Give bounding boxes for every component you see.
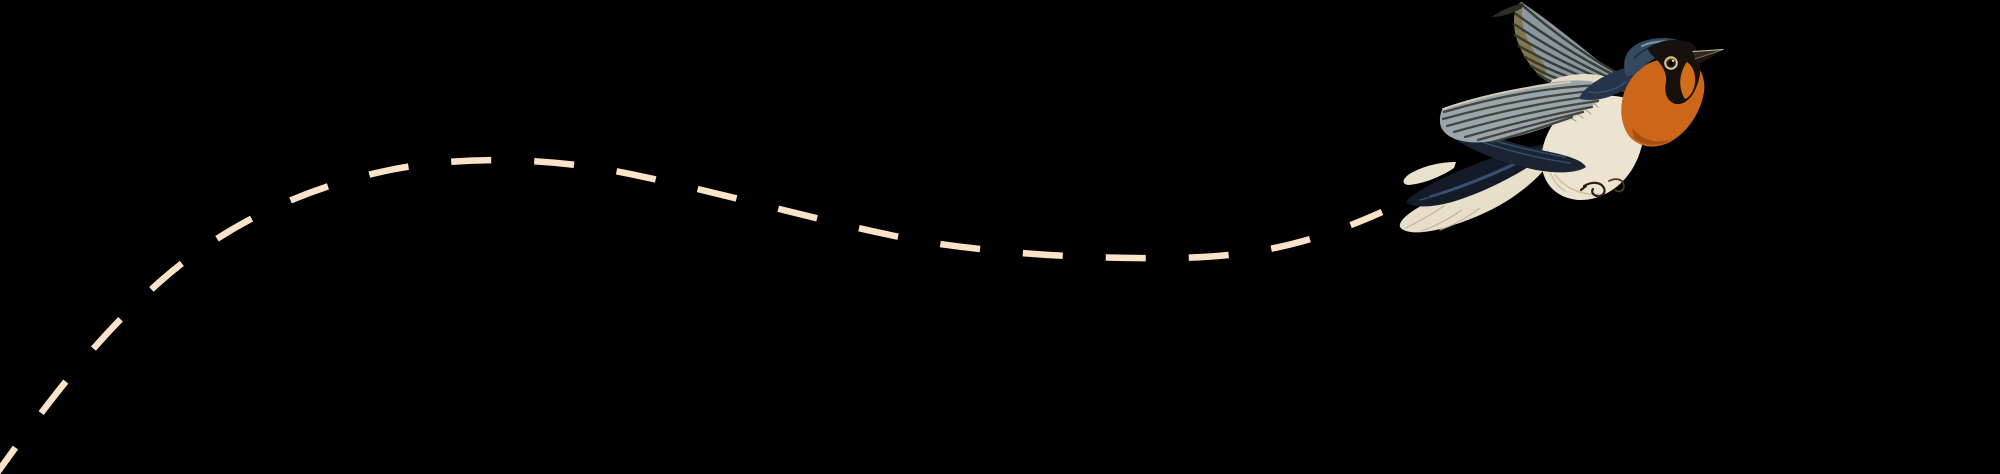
- vintage-swallow-illustration: [1399, 2, 1724, 233]
- outer-primary-feather: [1492, 3, 1523, 17]
- back-nape: [1579, 66, 1637, 100]
- far-wing-olive-edge: [1514, 2, 1547, 77]
- dashed-flight-path: [0, 156, 1384, 474]
- chin-orange: [1680, 62, 1696, 99]
- eye-icon: [1664, 56, 1678, 70]
- near-wing-secondaries: [1440, 116, 1586, 173]
- head: [1624, 37, 1724, 105]
- tail-white-tips: [1399, 160, 1548, 233]
- breast-shadow: [1632, 128, 1672, 145]
- beak-icon: [1692, 48, 1724, 65]
- outer-tail-feather-white: [1403, 162, 1456, 185]
- belly: [1541, 95, 1645, 201]
- near-wing: [1439, 80, 1605, 173]
- feet: [1579, 178, 1625, 198]
